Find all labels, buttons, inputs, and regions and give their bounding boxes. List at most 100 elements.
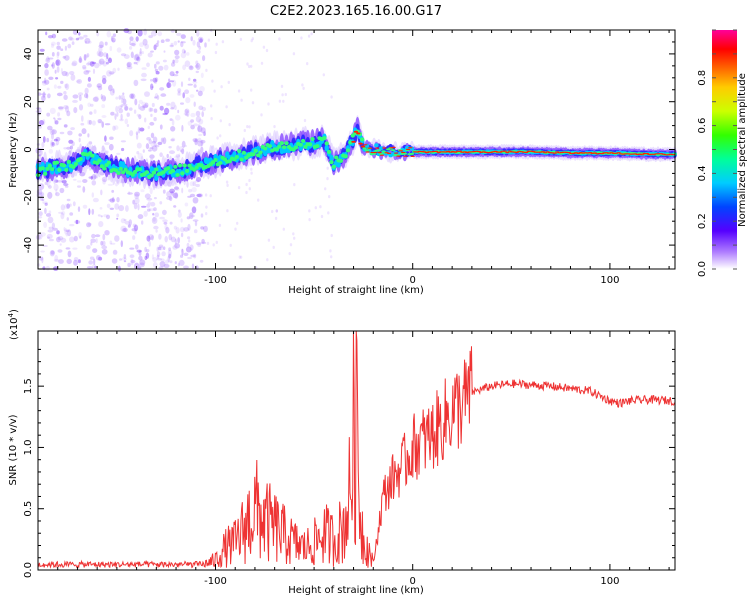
noise-speck [94,62,100,69]
noise-speck [78,133,82,137]
noise-speck [72,99,78,103]
noise-speck [54,254,59,262]
noise-speck [180,102,184,105]
noise-speck [144,193,151,199]
noise-speck [94,234,101,238]
noise-speck [145,249,150,253]
ridge-cell [154,167,159,172]
noise-speck [100,240,104,246]
ridge-cell [363,144,368,146]
noise-speck [94,95,99,103]
noise-speck [103,52,108,58]
noise-speck [194,138,198,146]
noise-speck [186,216,191,220]
noise-speck [201,238,205,244]
noise-speck [195,110,201,117]
noise-speck [227,80,230,84]
noise-speck [76,79,83,84]
noise-speck [59,243,62,246]
noise-speck [155,61,160,65]
noise-speck [77,206,81,213]
noise-speck [130,42,136,46]
noise-speck [55,59,61,66]
noise-speck [137,214,144,220]
noise-speck [184,109,188,116]
noise-speck [153,207,157,212]
noise-speck [195,183,200,188]
noise-speck [182,64,187,71]
noise-speck [56,51,60,57]
noise-speck [120,218,126,224]
noise-speck [250,171,253,175]
noise-speck [174,187,180,192]
noise-speck [178,90,181,96]
noise-speck [330,255,333,259]
ridge-cell [267,144,273,149]
noise-speck [142,104,149,108]
noise-speck [153,225,159,230]
noise-speck [133,54,140,61]
noise-speck [126,61,132,68]
noise-speck [56,180,63,183]
noise-speck [162,189,166,194]
noise-speck [58,259,64,264]
noise-speck [292,52,296,56]
ridge-cell [144,170,150,175]
noise-speck [180,41,186,44]
noise-speck [185,52,190,56]
noise-speck [48,76,54,81]
noise-speck [209,194,212,198]
x-tick-label: 100 [600,275,619,286]
noise-speck [47,229,54,233]
noise-speck [154,93,159,99]
noise-speck [278,99,282,103]
noise-speck [123,254,127,260]
noise-speck [262,45,266,49]
noise-speck [181,48,186,54]
noise-speck [116,152,121,155]
noise-speck [173,41,178,46]
noise-speck [116,47,122,53]
noise-speck [130,93,136,100]
noise-speck [118,105,123,110]
ridge-cell [434,150,439,152]
noise-speck [42,136,46,143]
noise-speck [166,196,172,201]
noise-speck [49,128,55,136]
noise-speck [169,71,175,77]
noise-speck [204,42,207,48]
noise-speck [152,257,158,263]
noise-speck [123,218,127,222]
noise-speck [174,238,177,245]
noise-speck [37,216,43,219]
noise-speck [109,207,115,210]
noise-speck [200,213,204,218]
noise-speck [198,105,204,111]
noise-speck [111,258,118,264]
noise-speck [186,181,189,188]
noise-speck [198,45,202,50]
ridge-cell [154,174,159,181]
ridge-cell [279,141,284,146]
noise-speck [39,149,43,156]
noise-speck [98,51,104,57]
colorbar-tick-label: 0.8 [697,70,708,86]
noise-speck [203,225,208,233]
noise-speck [54,118,57,125]
noise-speck [77,259,81,264]
noise-speck [122,103,128,107]
noise-speck [67,43,72,49]
noise-speck [107,183,114,186]
noise-speck [66,203,71,209]
noise-speck [159,216,166,220]
spectrogram-x-label: Height of straight line (km) [288,285,424,296]
noise-speck [197,125,203,133]
noise-speck [136,61,139,66]
noise-speck [111,40,116,43]
ridge-cell [379,146,384,151]
noise-speck [328,195,331,199]
ridge-cell [391,146,396,148]
noise-speck [200,72,204,79]
noise-speck [120,140,127,143]
noise-speck [60,212,65,220]
